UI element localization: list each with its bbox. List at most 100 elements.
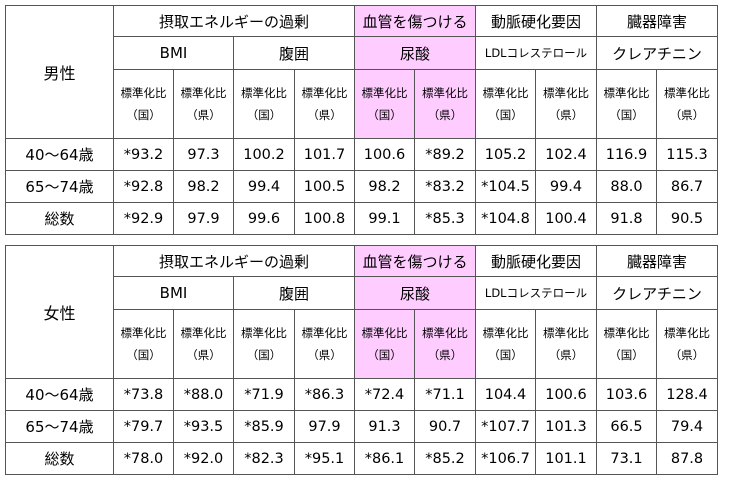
row-label: 65～74歳 [5,170,114,203]
value-cell: 101.1 [535,442,597,475]
table-row: 65～74歳 *92.8 98.2 99.4 100.5 98.2 *83.2 … [5,170,718,203]
value-cell: *93.5 [173,410,234,443]
sub-header-waist: 腹囲 [233,36,355,70]
group-header-vessel: 血管を傷つける [354,245,476,277]
male-table: 男性 摂取エネルギーの過剰 血管を傷つける 動脈硬化要因 臓器障害 BMI 腹囲… [5,5,718,235]
group-header-arteriosclerosis: 動脈硬化要因 [475,5,597,37]
ratio-header-prefecture: 標準化比（県） [414,309,476,379]
ratio-header-prefecture: 標準化比（県） [656,69,718,139]
value-cell: 100.2 [233,138,295,171]
ratio-header-prefecture: 標準化比（県） [535,69,597,139]
value-cell: *104.8 [475,202,536,235]
value-cell: 98.2 [354,170,415,203]
row-label: 65～74歳 [5,410,114,443]
table-row: 40～64歳 *93.2 97.3 100.2 101.7 100.6 *89.… [5,138,718,171]
ratio-header-national: 標準化比（国） [475,309,536,379]
value-cell: *88.0 [173,378,234,411]
value-cell: 90.7 [414,410,476,443]
value-cell: 99.4 [535,170,597,203]
value-cell: *106.7 [475,442,536,475]
sub-header-uric-acid: 尿酸 [354,36,476,70]
value-cell: 88.0 [596,170,657,203]
sub-header-creatinine: クレアチニン [596,36,718,70]
value-cell: *71.1 [414,378,476,411]
ratio-header-national: 標準化比（国） [596,309,657,379]
female-table: 女性 摂取エネルギーの過剰 血管を傷つける 動脈硬化要因 臓器障害 BMI 腹囲… [5,245,718,475]
value-cell: *85.3 [414,202,476,235]
value-cell: 116.9 [596,138,657,171]
sub-header-ldl: LDLコレステロール [475,36,597,70]
value-cell: 102.4 [535,138,597,171]
value-cell: 100.5 [294,170,355,203]
group-header-organ: 臓器障害 [596,245,718,277]
ratio-header-prefecture: 標準化比（県） [173,69,234,139]
value-cell: *86.3 [294,378,355,411]
value-cell: 86.7 [656,170,718,203]
ratio-header-prefecture: 標準化比（県） [535,309,597,379]
sub-header-creatinine: クレアチニン [596,276,718,310]
value-cell: 91.3 [354,410,415,443]
value-cell: 105.2 [475,138,536,171]
value-cell: 87.8 [656,442,718,475]
row-label: 総数 [5,202,114,235]
sub-header-waist: 腹囲 [233,276,355,310]
value-cell: 101.7 [294,138,355,171]
row-label: 40～64歳 [5,378,114,411]
value-cell: 104.4 [475,378,536,411]
value-cell: *86.1 [354,442,415,475]
group-header-organ: 臓器障害 [596,5,718,37]
value-cell: *104.5 [475,170,536,203]
ratio-header-prefecture: 標準化比（県） [656,309,718,379]
row-label: 40～64歳 [5,138,114,171]
value-cell: 73.1 [596,442,657,475]
value-cell: *107.7 [475,410,536,443]
value-cell: 101.3 [535,410,597,443]
value-cell: *79.7 [113,410,174,443]
value-cell: *71.9 [233,378,295,411]
value-cell: *85.9 [233,410,295,443]
value-cell: *83.2 [414,170,476,203]
value-cell: *73.8 [113,378,174,411]
sub-header-bmi: BMI [113,276,234,310]
ratio-header-national: 標準化比（国） [113,69,174,139]
ratio-header-prefecture: 標準化比（県） [173,309,234,379]
value-cell: 128.4 [656,378,718,411]
sub-header-uric-acid: 尿酸 [354,276,476,310]
value-cell: 100.8 [294,202,355,235]
value-cell: 99.6 [233,202,295,235]
group-header-vessel: 血管を傷つける [354,5,476,37]
value-cell: *72.4 [354,378,415,411]
group-header-energy: 摂取エネルギーの過剰 [113,5,355,37]
value-cell: *93.2 [113,138,174,171]
ratio-header-prefecture: 標準化比（県） [294,69,355,139]
sex-label: 男性 [5,5,114,139]
value-cell: 100.4 [535,202,597,235]
sub-header-ldl: LDLコレステロール [475,276,597,310]
value-cell: 99.1 [354,202,415,235]
value-cell: 100.6 [354,138,415,171]
ratio-header-national: 標準化比（国） [475,69,536,139]
ratio-header-national: 標準化比（国） [233,309,295,379]
group-header-energy: 摂取エネルギーの過剰 [113,245,355,277]
sex-label: 女性 [5,245,114,379]
value-cell: 97.3 [173,138,234,171]
value-cell: *89.2 [414,138,476,171]
table-row: 40～64歳 *73.8 *88.0 *71.9 *86.3 *72.4 *71… [5,378,718,411]
ratio-header-prefecture: 標準化比（県） [414,69,476,139]
ratio-header-national: 標準化比（国） [354,309,415,379]
value-cell: 66.5 [596,410,657,443]
value-cell: *85.2 [414,442,476,475]
value-cell: 97.9 [173,202,234,235]
value-cell: *92.8 [113,170,174,203]
row-label: 総数 [5,442,114,475]
group-header-arteriosclerosis: 動脈硬化要因 [475,245,597,277]
value-cell: *92.0 [173,442,234,475]
table-row: 総数 *78.0 *92.0 *82.3 *95.1 *86.1 *85.2 *… [5,442,718,475]
value-cell: 91.8 [596,202,657,235]
ratio-header-national: 標準化比（国） [113,309,174,379]
value-cell: 103.6 [596,378,657,411]
value-cell: *92.9 [113,202,174,235]
ratio-header-national: 標準化比（国） [596,69,657,139]
value-cell: 79.4 [656,410,718,443]
table-row: 65～74歳 *79.7 *93.5 *85.9 97.9 91.3 90.7 … [5,410,718,443]
